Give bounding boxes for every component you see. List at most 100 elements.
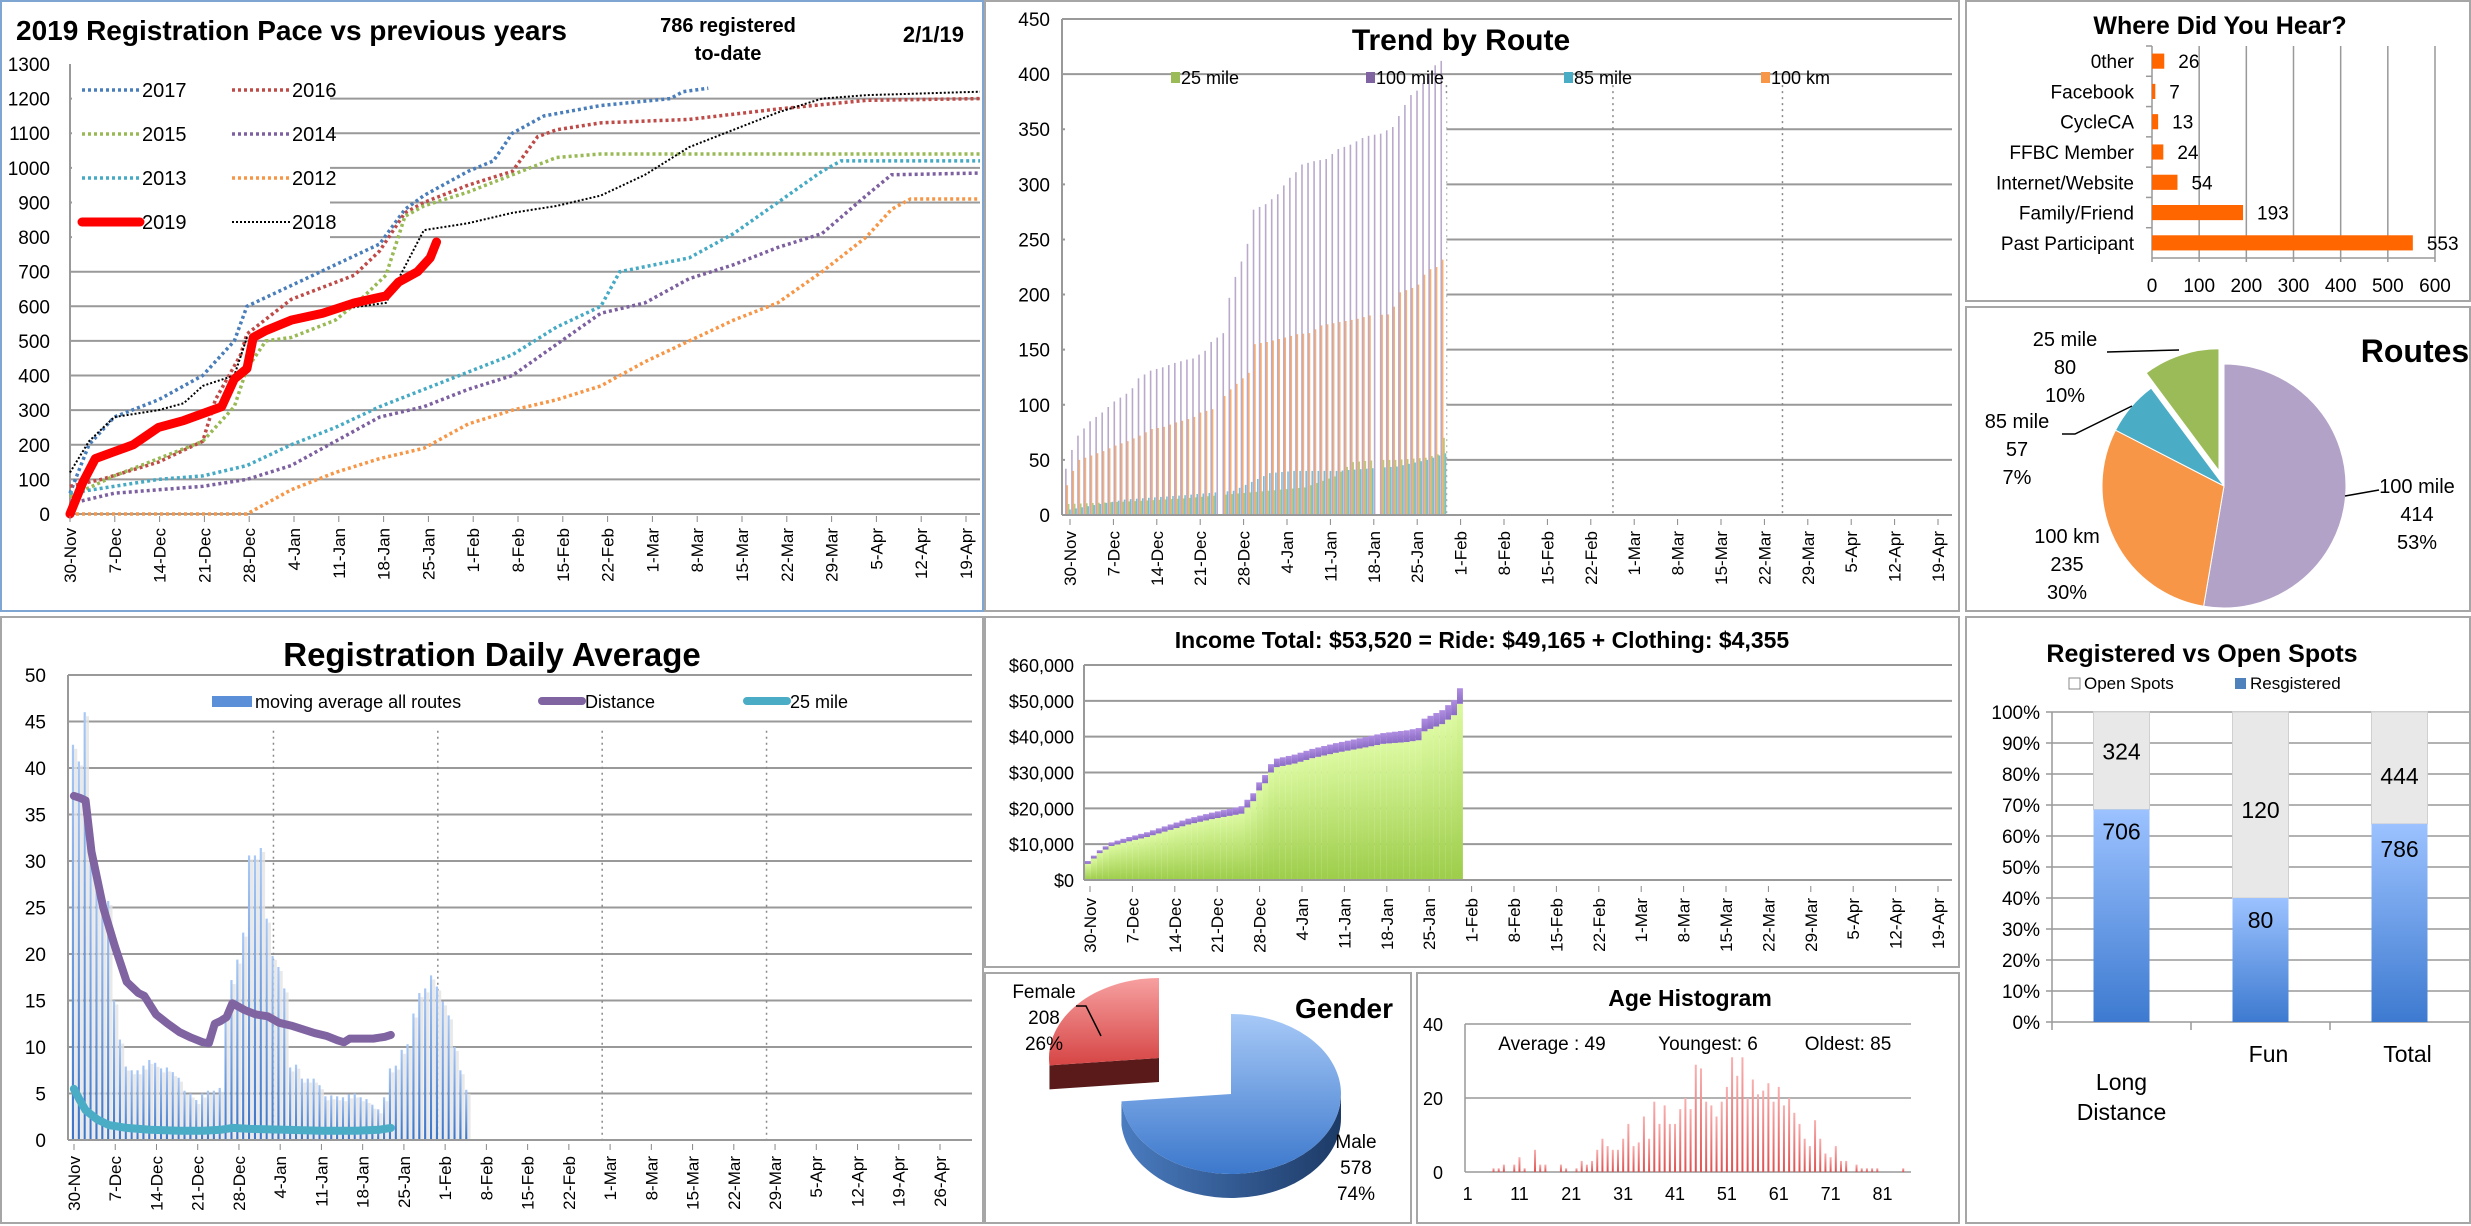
- trend-chart-panel: 0 50 100 150 200 250 300 350 400 450 Trend by Rout…: [984, 0, 1960, 612]
- category-label: Internet/Website: [1996, 173, 2134, 194]
- bar-100-mile: [1131, 388, 1134, 515]
- bar-100-km: [1387, 314, 1389, 515]
- bar-shadow: [144, 1069, 148, 1140]
- bar-100-mile: [1083, 428, 1085, 515]
- legend-label: 25 mile: [790, 692, 848, 712]
- bar-age: [1855, 1164, 1858, 1172]
- bar-registered-2: [2371, 823, 2428, 1022]
- bar-shadow: [332, 1099, 336, 1140]
- bar-ride: [1155, 833, 1162, 880]
- bar-registered-1: [2232, 898, 2289, 1022]
- data-label: 7: [2169, 82, 2180, 103]
- bar-clothing: [1392, 731, 1398, 743]
- y-tick-label: 35: [25, 806, 46, 827]
- bar-100-km: [1151, 429, 1153, 515]
- bar-25-mile: [1261, 491, 1264, 515]
- bar-shadow: [261, 851, 266, 1140]
- pie-slice-100-mile: [2203, 363, 2347, 609]
- bar-daily: [271, 955, 274, 1140]
- bar-25-mile: [1394, 459, 1397, 515]
- bar-daily: [294, 1064, 298, 1140]
- bar-100-mile: [1101, 412, 1103, 515]
- daily-chart: 0 5 10 15 20 25 30 35 40 45 50 Registration Daily A…: [25, 636, 972, 1211]
- bar-shadow: [303, 1082, 307, 1140]
- y-tick-label: 20%: [2002, 951, 2040, 972]
- bar-daily: [130, 1070, 133, 1140]
- x-tick-label: 1-Mar: [643, 528, 662, 573]
- x-tick-label: 200: [2230, 276, 2262, 297]
- bar-clothing: [1173, 822, 1180, 829]
- bar-age: [1653, 1101, 1656, 1172]
- bar-25-mile: [1273, 490, 1276, 515]
- legend-swatch: [2235, 678, 2246, 689]
- bar-clothing: [1262, 775, 1269, 784]
- pie-slice-female: [1049, 978, 1159, 1066]
- y-tick-label: 25: [25, 899, 46, 920]
- bar-age: [1725, 1086, 1728, 1172]
- y-tick-label: 900: [18, 193, 50, 214]
- bar-shadow: [308, 1082, 313, 1140]
- bar-age: [1642, 1116, 1645, 1172]
- x-tick-label: 8-Feb: [477, 1156, 496, 1200]
- bar-age: [1736, 1075, 1739, 1172]
- legend-label: 100 km: [1771, 68, 1830, 88]
- bar-clothing: [1226, 808, 1233, 816]
- bar-25-mile: [1267, 490, 1270, 515]
- y-tick-label: 50%: [2002, 858, 2040, 879]
- bar-daily: [400, 1049, 403, 1140]
- bar-85-mile: [1281, 472, 1283, 515]
- bar-25-mile: [1443, 437, 1445, 515]
- x-tick-label: 19-Apr: [890, 1156, 909, 1207]
- bar-25-mile: [1249, 492, 1252, 515]
- y-tick-label: 700: [18, 263, 50, 284]
- y-tick-label: 150: [1018, 341, 1050, 362]
- bar-100-mile: [1325, 158, 1327, 515]
- bar-clothing: [1297, 752, 1304, 762]
- bar-age: [1694, 1064, 1697, 1172]
- stat-average: Average : 49: [1498, 1034, 1605, 1055]
- x-tick-label: 500: [2372, 276, 2404, 297]
- x-tick-label: 1-Feb: [436, 1156, 455, 1200]
- category-label: CycleCA: [2060, 113, 2134, 134]
- bar-100-km: [1296, 334, 1299, 515]
- slice-label: 100 mile: [2379, 476, 2455, 498]
- bar-25-mile: [1334, 476, 1336, 515]
- bar-25-mile: [1073, 503, 1076, 515]
- chart-title: Gender: [1295, 993, 1393, 1024]
- x-tick-label: 100: [2183, 276, 2215, 297]
- x-tick-label: 22-Feb: [599, 528, 618, 582]
- bar-registered-0: [2093, 809, 2150, 1022]
- bar-age: [1611, 1149, 1614, 1172]
- bar-85-mile: [1269, 473, 1271, 515]
- bar-shadow: [320, 1089, 324, 1140]
- x-tick-label: 1-Mar: [1625, 531, 1644, 576]
- y-tick-label: 20: [25, 945, 46, 966]
- bar-25-mile: [1086, 503, 1088, 515]
- bar-100-km: [1072, 470, 1075, 515]
- bar-85-mile: [1135, 498, 1138, 515]
- registered-count-sub: to-date: [695, 43, 762, 65]
- bar-daily: [359, 1097, 362, 1140]
- slice-label: 25 mile: [2033, 329, 2097, 351]
- bar-100-km: [1278, 339, 1280, 515]
- bar-age: [1492, 1168, 1495, 1172]
- slice-value: 578: [1340, 1158, 1372, 1179]
- bar-clothing: [1138, 833, 1145, 839]
- bar-100-mile: [1234, 276, 1237, 515]
- x-tick-label: 25-Jan: [419, 528, 438, 580]
- bar-100-mile: [1343, 146, 1346, 515]
- x-tick-label: 15-Mar: [733, 528, 752, 582]
- bar-clothing: [1191, 817, 1198, 824]
- bar-100-mile: [1222, 333, 1225, 515]
- x-tick-label: 30-Nov: [65, 1156, 84, 1211]
- bar-100-km: [1181, 420, 1184, 515]
- bar-shadow: [115, 1004, 119, 1140]
- bar-ride: [1250, 801, 1257, 880]
- bar-ride: [1273, 767, 1280, 880]
- data-label: 13: [2172, 113, 2193, 134]
- bar-daily: [347, 1094, 350, 1140]
- category-label: FFBC Member: [2009, 143, 2134, 164]
- bar-clothing: [1149, 830, 1156, 836]
- x-tick-label: 4-Jan: [1293, 898, 1312, 941]
- bar-age: [1674, 1123, 1677, 1172]
